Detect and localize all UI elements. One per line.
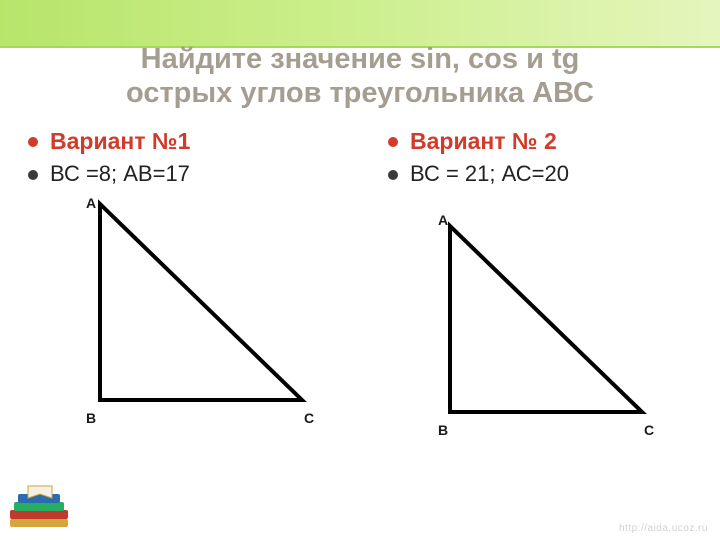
- column-variant-2: Вариант № 2 ВС = 21; АС=20 АВС: [360, 128, 720, 508]
- triangle-2: АВС: [420, 202, 660, 432]
- slide: Найдите значение sin, соs и tg острых уг…: [0, 0, 720, 540]
- watermark-text: http://aida.ucoz.ru: [619, 523, 708, 534]
- vertex-label-C: С: [304, 410, 314, 426]
- vertex-label-A: А: [86, 195, 96, 211]
- vertex-label-C: С: [644, 422, 654, 438]
- title-line-1: Найдите значение sin, соs и tg: [30, 42, 690, 76]
- list-item: ВС = 21; АС=20: [388, 161, 692, 187]
- bullet-icon: [28, 170, 38, 180]
- variant-1-given: ВС =8; АВ=17: [50, 161, 190, 187]
- content-columns: Вариант №1 ВС =8; АВ=17 АВС Вариант № 2 …: [0, 128, 720, 508]
- column-variant-1: Вариант №1 ВС =8; АВ=17 АВС: [0, 128, 360, 508]
- triangle-1: АВС: [80, 190, 320, 420]
- bullet-icon: [28, 137, 38, 147]
- triangle-svg: [420, 202, 660, 432]
- bullet-icon: [388, 170, 398, 180]
- list-item: Вариант № 2: [388, 128, 692, 155]
- triangle-svg: [80, 190, 320, 420]
- bullet-list-right: Вариант № 2 ВС = 21; АС=20: [388, 128, 692, 187]
- books-icon: [6, 480, 76, 534]
- variant-1-label: Вариант №1: [50, 128, 190, 155]
- bullet-icon: [388, 137, 398, 147]
- list-item: ВС =8; АВ=17: [28, 161, 332, 187]
- vertex-label-B: В: [438, 422, 448, 438]
- list-item: Вариант №1: [28, 128, 332, 155]
- title-line-2: острых углов треугольника АВС: [30, 76, 690, 110]
- slide-title: Найдите значение sin, соs и tg острых уг…: [0, 38, 720, 110]
- variant-2-label: Вариант № 2: [410, 128, 557, 155]
- variant-2-given: ВС = 21; АС=20: [410, 161, 569, 187]
- vertex-label-B: В: [86, 410, 96, 426]
- vertex-label-A: А: [438, 212, 448, 228]
- bullet-list-left: Вариант №1 ВС =8; АВ=17: [28, 128, 332, 187]
